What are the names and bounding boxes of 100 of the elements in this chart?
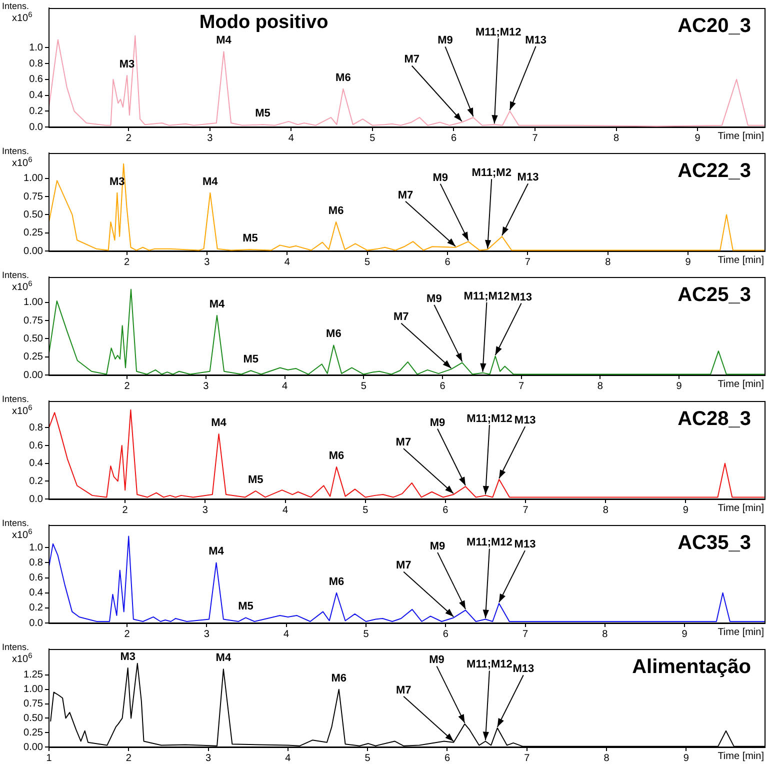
annotation: M5 (248, 474, 264, 486)
x-axis-title: Time [min] (718, 626, 764, 638)
annotation: M13 (512, 663, 534, 676)
x-tick-label: 7 (522, 628, 528, 640)
x-tick-label: 9 (676, 380, 682, 392)
x-tick-label: 7 (524, 256, 531, 268)
annotation: M9 (438, 34, 453, 47)
annotation: M4 (216, 652, 232, 664)
annotation: M6 (326, 328, 342, 340)
x-tick-label: 5 (360, 380, 367, 392)
y-tick-label: 0.25 (24, 352, 44, 363)
y-tick-label: 0.2 (29, 106, 44, 117)
x-tick-label: 8 (597, 380, 604, 392)
x-tick-label: 7 (532, 132, 538, 144)
x-tick-label: 6 (450, 132, 457, 144)
x-tick-label: 5 (363, 628, 370, 640)
x-tick-label: 5 (362, 504, 369, 516)
x-tick-label: 3 (203, 380, 210, 392)
x-tick-label: 8 (602, 628, 608, 640)
x-tick-label: 8 (605, 256, 612, 268)
chart-title: Alimentação (632, 656, 751, 678)
annotation: M9 (432, 172, 448, 184)
chart-title: AC20_3 (678, 15, 751, 37)
annotation: M4 (209, 298, 226, 310)
annotation: M6 (328, 204, 344, 217)
annotation: M7 (396, 436, 412, 449)
x-tick-label: 2 (124, 256, 130, 268)
y-tick-label: 1.0 (29, 42, 44, 54)
x-tick-label: 2 (126, 752, 132, 764)
annotation: M4 (208, 546, 225, 558)
y-tick-label: 0.50 (24, 333, 44, 344)
annotation: M11;M12 (466, 658, 512, 671)
y-tick-label: 0.6 (29, 440, 44, 452)
x-tick-label: 3 (202, 504, 208, 516)
annotation: M7 (398, 189, 414, 202)
y-tick-label: 0.6 (29, 74, 44, 86)
y-tick-label: 1.0 (29, 542, 44, 554)
annotation: M11;M12 (475, 26, 522, 38)
x-tick-label: 2 (122, 504, 128, 516)
x-tick-label: 9 (694, 132, 701, 144)
annotation: M7 (396, 684, 412, 696)
y-tick-label: 0.50 (24, 712, 44, 724)
annotation: M13 (514, 538, 536, 551)
annotation: M9 (426, 292, 442, 305)
annotation: M7 (404, 54, 420, 66)
x-axis-title: Time [min] (718, 750, 764, 762)
y-tick-label: 0.00 (24, 246, 44, 257)
x-tick-label: 4 (282, 504, 288, 516)
x-tick-label: 5 (370, 132, 376, 144)
x-tick-label: 3 (204, 256, 210, 268)
y-tick-label: 0.2 (29, 602, 44, 614)
annotation: M9 (430, 540, 446, 552)
y-tick-label: 1.00 (24, 297, 44, 308)
x-tick-label: 7 (524, 752, 530, 764)
y-tick-label: 0.6 (29, 572, 44, 584)
annotation: M5 (255, 108, 270, 120)
annotation: M3 (120, 651, 136, 664)
x-tick-label: 6 (440, 380, 446, 392)
annotation: M7 (394, 311, 409, 324)
annotation: M4 (216, 34, 232, 47)
annotation: M6 (331, 672, 347, 684)
x-axis-title: Time [min] (718, 378, 764, 390)
annotation: M11;M12 (466, 412, 512, 425)
x-tick-label: 2 (126, 132, 132, 144)
chart-title: AC35_3 (678, 532, 751, 554)
x-axis-title: Time [min] (718, 130, 764, 142)
y-tick-label: 0.75 (24, 191, 44, 202)
annotation: M11;M12 (464, 290, 510, 302)
x-tick-label: 2 (124, 628, 130, 640)
annotation: M13 (514, 414, 536, 427)
annotation: M5 (243, 354, 259, 366)
x-axis-title: Time [min] (718, 502, 764, 514)
x-tick-label: 8 (602, 504, 609, 516)
annotation: M9 (429, 654, 444, 666)
annotation: M6 (328, 450, 344, 462)
x-tick-label: 6 (442, 628, 449, 640)
x-tick-label: 5 (364, 752, 371, 764)
annotation: M9 (430, 416, 446, 429)
y-tick-label: 0.25 (24, 228, 44, 239)
y-tick-label: 0.4 (29, 588, 44, 599)
x-tick-label: 1 (46, 752, 52, 764)
y-tick-label: 0.4 (29, 90, 44, 102)
annotation: M4 (202, 176, 219, 188)
x-tick-label: 4 (284, 256, 290, 268)
x-tick-label: 2 (124, 380, 130, 392)
x-tick-label: 8 (604, 752, 610, 764)
annotation: M6 (328, 576, 344, 588)
x-tick-label: 9 (682, 628, 688, 640)
y-tick-label: 0.0 (29, 494, 44, 505)
annotation: M6 (336, 72, 351, 84)
annotation: M11;M2 (472, 167, 512, 180)
chart-subtitle: Modo positivo (199, 12, 328, 33)
x-tick-label: 4 (285, 752, 292, 764)
y-tick-label: 0.0 (29, 618, 44, 629)
y-tick-label: 0.8 (29, 58, 44, 70)
y-tick-label: 1.00 (24, 173, 44, 184)
chart-title: AC25_3 (678, 284, 751, 306)
y-tick-label: 1.00 (24, 684, 44, 696)
annotation: M13 (510, 291, 532, 304)
x-tick-label: 9 (682, 504, 689, 516)
